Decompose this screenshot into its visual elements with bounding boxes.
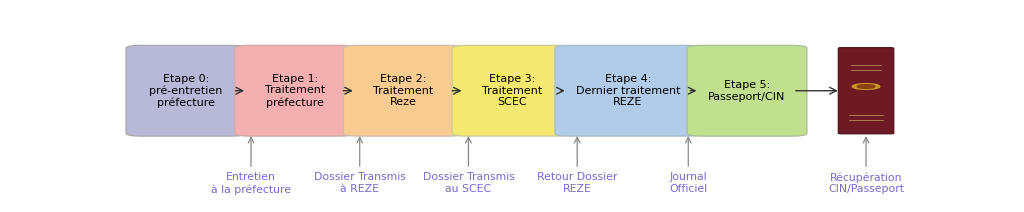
Circle shape — [852, 84, 880, 89]
FancyBboxPatch shape — [234, 45, 354, 136]
Circle shape — [857, 85, 874, 88]
Text: Entretien
à la préfecture: Entretien à la préfecture — [211, 172, 291, 195]
Text: Dossier Transmis
à REZE: Dossier Transmis à REZE — [313, 172, 406, 194]
Text: Etape 1:
Traitement
préfecture: Etape 1: Traitement préfecture — [264, 74, 325, 108]
Text: Etape 3:
Traitement
SCEC: Etape 3: Traitement SCEC — [482, 74, 543, 107]
FancyBboxPatch shape — [555, 45, 701, 136]
Text: Etape 4:
Dernier traitement
REZE: Etape 4: Dernier traitement REZE — [575, 74, 680, 107]
Text: Etape 0:
pré-entretien
préfecture: Etape 0: pré-entretien préfecture — [150, 74, 222, 108]
FancyBboxPatch shape — [839, 48, 894, 134]
FancyBboxPatch shape — [126, 45, 246, 136]
Text: Dossier Transmis
au SCEC: Dossier Transmis au SCEC — [423, 172, 514, 194]
FancyBboxPatch shape — [453, 45, 572, 136]
FancyBboxPatch shape — [687, 45, 807, 136]
Text: Journal
Officiel: Journal Officiel — [670, 172, 708, 194]
FancyBboxPatch shape — [343, 45, 463, 136]
Text: Récupération
CIN/Passeport: Récupération CIN/Passeport — [828, 172, 904, 194]
Text: Retour Dossier
REZE: Retour Dossier REZE — [537, 172, 617, 194]
Text: Etape 5:
Passeport/CIN: Etape 5: Passeport/CIN — [709, 80, 785, 102]
Text: Etape 2:
Traitement
Reze: Etape 2: Traitement Reze — [374, 74, 433, 107]
